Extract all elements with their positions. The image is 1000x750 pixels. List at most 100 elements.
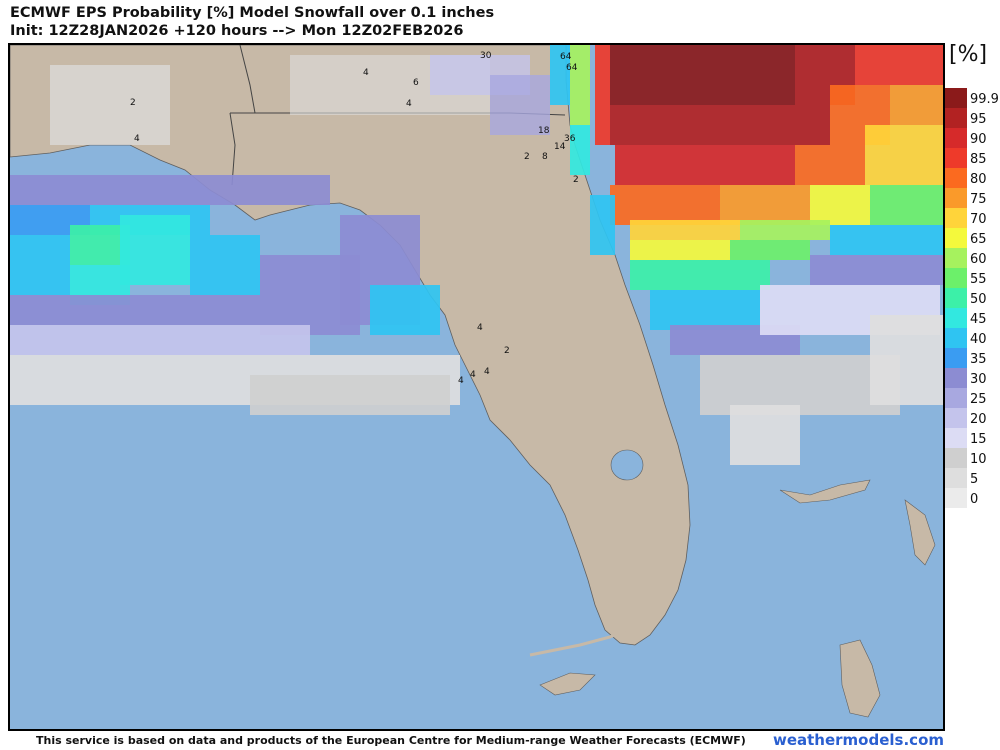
legend-label: 55 xyxy=(970,272,987,287)
point-value-label: 4 xyxy=(470,370,476,380)
legend-swatch xyxy=(945,268,967,288)
legend-label: 0 xyxy=(970,492,979,507)
bahamas-grand xyxy=(779,479,871,504)
probability-cell xyxy=(730,240,810,260)
probability-cell xyxy=(490,75,550,135)
probability-cell xyxy=(10,295,260,325)
legend-label: 5 xyxy=(970,472,979,487)
legend-label: 90 xyxy=(970,132,987,147)
title-line-1: ECMWF EPS Probability [%] Model Snowfall… xyxy=(10,5,495,21)
probability-cell xyxy=(550,45,570,105)
point-value-label: 18 xyxy=(538,126,550,136)
state-border-al-ga xyxy=(239,45,256,114)
probability-cell xyxy=(870,185,943,225)
point-value-label: 2 xyxy=(573,175,579,185)
probability-cell xyxy=(720,185,810,225)
legend-label: 45 xyxy=(970,312,987,327)
point-value-label: 2 xyxy=(130,98,136,108)
legend-swatch xyxy=(945,248,967,268)
legend-swatch xyxy=(945,468,967,488)
probability-cell xyxy=(250,375,450,415)
legend-label: 25 xyxy=(970,392,987,407)
florida-keys xyxy=(529,628,626,657)
point-value-label: 4 xyxy=(477,323,483,333)
probability-cell xyxy=(10,235,70,295)
legend-label: 35 xyxy=(970,352,987,367)
attribution-text: This service is based on data and produc… xyxy=(36,734,746,747)
probability-cell xyxy=(120,215,190,285)
legend-swatch xyxy=(945,228,967,248)
probability-cell xyxy=(630,240,730,260)
probability-cell xyxy=(590,195,615,255)
legend-swatch xyxy=(945,128,967,148)
legend-label: 75 xyxy=(970,192,987,207)
probability-cell xyxy=(610,185,720,225)
point-value-label: 6 xyxy=(413,78,419,88)
legend-label: 99.9 xyxy=(970,92,999,107)
probability-cell xyxy=(570,125,590,175)
legend-label: 20 xyxy=(970,412,987,427)
legend-unit: [%] xyxy=(949,42,988,67)
point-value-label: 4 xyxy=(484,367,490,377)
probability-cell xyxy=(10,325,310,355)
legend-label: 30 xyxy=(970,372,987,387)
probability-cell xyxy=(810,255,943,285)
point-value-label: 14 xyxy=(554,142,566,152)
legend-swatch xyxy=(945,168,967,188)
legend-swatch xyxy=(945,328,967,348)
point-value-label: 4 xyxy=(363,68,369,78)
legend-swatch xyxy=(945,448,967,468)
legend-label: 70 xyxy=(970,212,987,227)
point-value-label: 4 xyxy=(406,99,412,109)
map-title: ECMWF EPS Probability [%] Model Snowfall… xyxy=(10,4,494,40)
probability-cell xyxy=(865,125,943,185)
legend-swatch xyxy=(945,348,967,368)
point-value-label: 2 xyxy=(524,152,530,162)
probability-cell xyxy=(595,45,610,145)
point-value-label: 4 xyxy=(134,134,140,144)
probability-cell xyxy=(190,235,260,295)
point-value-label: 64 xyxy=(566,63,578,73)
cuba-tip xyxy=(539,672,596,696)
legend-label: 40 xyxy=(970,332,987,347)
legend-swatch xyxy=(945,188,967,208)
legend-swatch xyxy=(945,368,967,388)
brand-link[interactable]: weathermodels.com xyxy=(772,731,944,749)
probability-cell xyxy=(370,285,440,335)
probability-grid xyxy=(10,45,943,465)
probability-cell xyxy=(610,105,830,145)
legend-label: 65 xyxy=(970,232,987,247)
land-mainland xyxy=(10,45,691,646)
point-value-label: 36 xyxy=(564,134,576,144)
probability-cell xyxy=(730,405,800,465)
probability-cell xyxy=(630,260,770,290)
probability-cell xyxy=(615,145,795,185)
legend-swatch xyxy=(945,388,967,408)
point-value-label: 64 xyxy=(560,52,572,62)
legend-label: 10 xyxy=(970,452,987,467)
lake-okeechobee xyxy=(610,449,644,481)
legend-swatch xyxy=(945,428,967,448)
map-panel: 30 64 64 2 4 6 4 4 18 36 14 2 8 2 4 2 4 4 4 xyxy=(8,43,945,731)
legend-label: 15 xyxy=(970,432,987,447)
probability-cell xyxy=(10,175,330,205)
probability-cell xyxy=(650,290,760,330)
bahamas-abaco xyxy=(904,499,936,566)
legend-label: 95 xyxy=(970,112,987,127)
legend-swatch xyxy=(945,488,967,508)
point-value-label: 2 xyxy=(504,346,510,356)
probability-cell xyxy=(50,65,170,145)
probability-cell xyxy=(740,220,830,240)
probability-cell xyxy=(890,85,943,125)
legend-swatch xyxy=(945,148,967,168)
legend-label: 80 xyxy=(970,172,987,187)
point-value-label: 4 xyxy=(458,376,464,386)
probability-cell xyxy=(570,45,590,125)
bahamas-andros xyxy=(839,639,881,718)
legend-swatch xyxy=(945,88,967,108)
probability-cell xyxy=(855,45,943,85)
probability-cell xyxy=(810,185,870,225)
probability-cell xyxy=(870,315,943,405)
